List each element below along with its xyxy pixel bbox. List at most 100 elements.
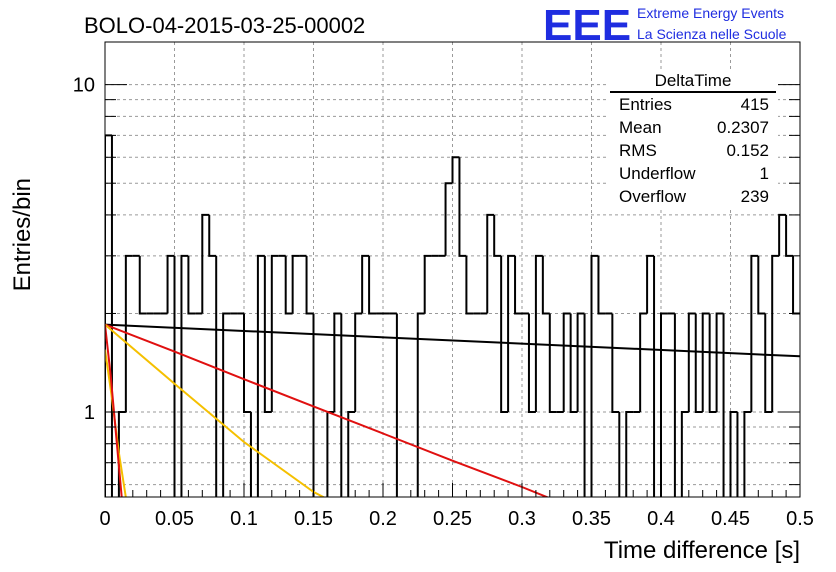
histogram-bin: [708, 313, 717, 414]
histogram-bin: [201, 213, 210, 314]
y-tick-label: 10: [73, 75, 95, 97]
histogram-bin: [541, 255, 550, 315]
histogram-bin: [166, 254, 175, 314]
histogram-bin: [368, 255, 377, 315]
histogram-bin: [514, 255, 522, 315]
logo-line-2: La Scienza nelle Scuole: [637, 26, 787, 42]
logo-acronym: EEE: [543, 1, 631, 50]
x-axis-label: Time difference [s]: [604, 537, 800, 564]
histogram-bin: [562, 312, 571, 413]
stats-row-value: 239: [741, 187, 769, 206]
histogram-bin: [180, 254, 189, 497]
histogram-bin: [625, 411, 634, 497]
fit-curve-line: [105, 324, 123, 497]
histogram-bin: [243, 313, 251, 414]
histogram-bin: [764, 313, 773, 414]
histogram-bin: [215, 255, 218, 497]
histogram-bins: [105, 134, 800, 497]
histogram-bin: [736, 412, 739, 497]
histogram-bin: [673, 313, 676, 497]
x-tick-label: 0.45: [711, 508, 750, 530]
histogram-bin: [465, 255, 474, 315]
histogram-bin: [694, 313, 703, 414]
axes: 0 0.05 0.1 0.15 0.2 0.25 0.3 0.35 0.4 0.45 0.5 1 10: [73, 75, 814, 530]
histogram-bin: [611, 313, 620, 414]
stats-rows: Entries 415 Mean 0.2307 RMS 0.152 Underflow 1 Ov…: [619, 95, 769, 206]
histogram-bin: [458, 157, 467, 257]
stats-row-value: 415: [741, 95, 769, 114]
histogram-bin: [701, 312, 710, 413]
histogram-bin: [208, 214, 217, 257]
y-tick-label: 1: [84, 402, 95, 424]
x-tick-label: 0: [99, 508, 110, 530]
fit-curve-line: [105, 323, 800, 358]
histogram-bin: [263, 255, 272, 414]
plot-area: [105, 134, 800, 497]
histogram-bin: [138, 255, 147, 315]
stats-row-label: RMS: [619, 141, 657, 160]
histogram-bin: [333, 312, 342, 413]
fit-curve-line: [105, 349, 127, 497]
stats-row-label: Entries: [619, 95, 672, 114]
stats-row-label: Underflow: [619, 164, 696, 183]
histogram-bin: [340, 313, 343, 497]
histogram-bin: [639, 312, 648, 413]
histogram-bin: [312, 313, 315, 497]
x-tick-label: 0.05: [155, 508, 194, 530]
histogram-bin: [757, 255, 766, 315]
histogram-bin: [291, 254, 300, 314]
histogram-bin: [486, 213, 495, 314]
histogram-bin: [715, 312, 724, 413]
fit-curve-line: [105, 323, 326, 497]
histogram-bin: [534, 254, 543, 413]
histogram-bin: [660, 312, 668, 497]
eee-logo: EEE Extreme Energy Events La Scienza nel…: [543, 1, 787, 50]
stats-box: DeltaTime Entries 415 Mean 0.2307 RMS 0.152 Un…: [606, 70, 778, 208]
histogram-bin: [527, 313, 536, 414]
histogram-bin: [173, 255, 176, 497]
stats-row-value: 1: [760, 164, 769, 183]
histogram-bin: [354, 312, 363, 413]
histogram-bin: [778, 213, 787, 256]
histogram-bin: [618, 412, 621, 497]
x-tick-label: 0.25: [433, 508, 472, 530]
histogram-bin: [423, 254, 432, 314]
chart-title: BOLO-04-2015-03-25-00002: [84, 13, 365, 38]
histogram-bin: [124, 254, 133, 413]
histogram-bin: [416, 312, 425, 497]
histogram-bin: [110, 135, 113, 497]
histogram-bin: [284, 255, 293, 315]
histogram-bin: [305, 255, 314, 315]
histogram-bin: [597, 255, 606, 315]
histogram-bin: [576, 312, 585, 413]
fit-curves: [105, 323, 800, 497]
histogram-bin: [493, 214, 502, 257]
x-tick-label: 0.4: [647, 508, 675, 530]
logo-line-1: Extreme Energy Events: [637, 5, 784, 21]
histogram-bin: [249, 412, 252, 497]
histogram-bin: [771, 254, 780, 413]
y-axis-label: Entries/bin: [9, 178, 36, 291]
stats-row-label: Overflow: [619, 187, 687, 206]
histogram-bin: [750, 254, 759, 413]
histogram-bin: [583, 313, 586, 497]
histogram-bin: [680, 411, 689, 497]
x-tick-label: 0.2: [369, 508, 397, 530]
histogram-bin: [548, 313, 557, 414]
x-tick-label: 0.35: [572, 508, 611, 530]
stats-row-label: Mean: [619, 118, 662, 137]
histogram-bin: [722, 313, 725, 497]
histogram-bin: [347, 411, 356, 497]
histogram-bin: [187, 255, 196, 315]
histogram-bin: [507, 254, 516, 413]
histogram-bin: [256, 254, 265, 497]
histogram-bin: [743, 411, 752, 497]
x-tick-label: 0.3: [508, 508, 536, 530]
histogram-bin: [590, 254, 599, 497]
stats-row-value: 0.2307: [717, 118, 769, 137]
histogram-bin: [729, 411, 738, 497]
histogram-bin: [451, 156, 460, 184]
stats-title: DeltaTime: [655, 71, 732, 90]
histogram-bin: [395, 313, 398, 497]
